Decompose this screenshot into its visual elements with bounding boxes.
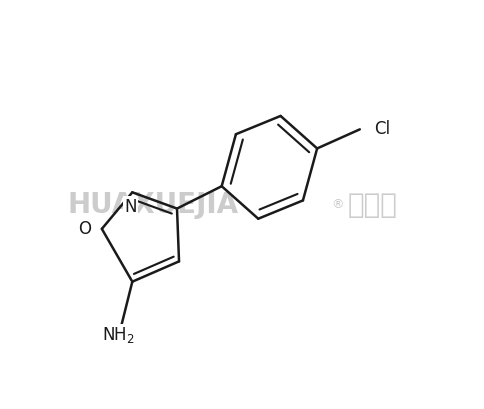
Text: 化学加: 化学加 [348,191,397,218]
Text: HUAXUEJIA: HUAXUEJIA [67,191,239,218]
Text: Cl: Cl [374,120,390,138]
Text: NH$_2$: NH$_2$ [102,325,135,345]
Text: O: O [78,220,91,238]
Text: N: N [124,198,136,216]
Text: ®: ® [332,198,344,211]
